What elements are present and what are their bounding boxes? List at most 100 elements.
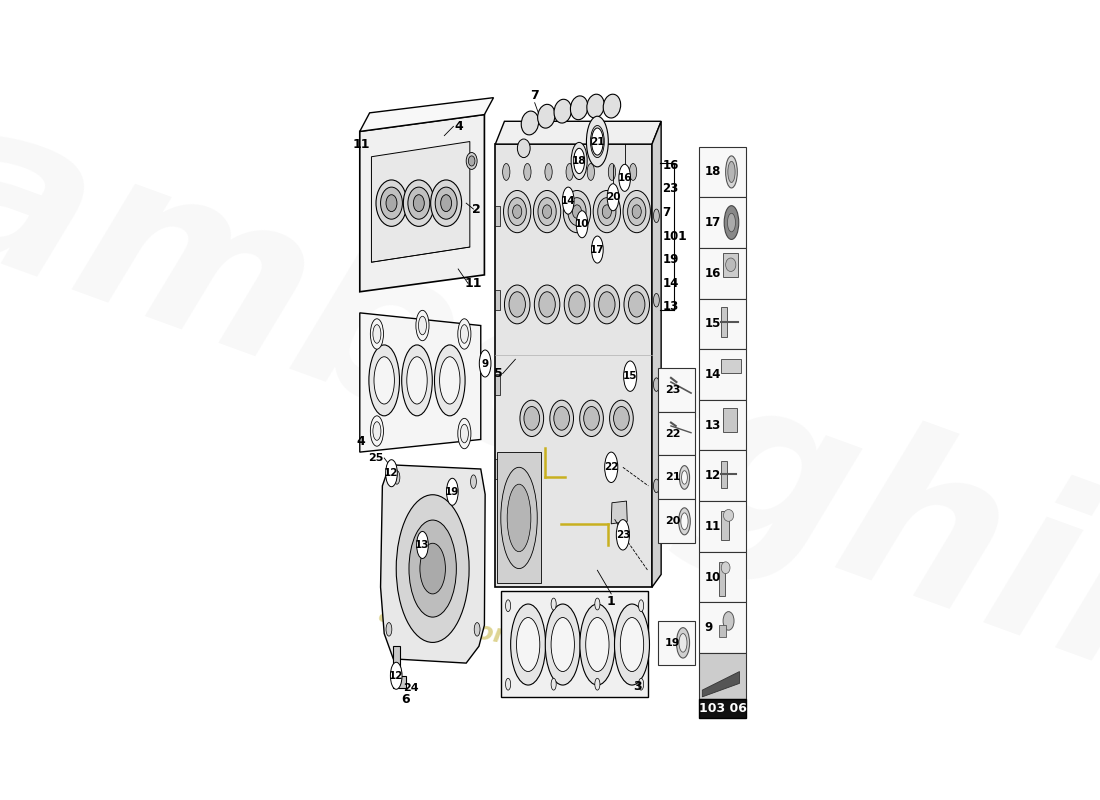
Bar — [658, 368, 695, 412]
Circle shape — [619, 164, 630, 191]
Text: 21: 21 — [664, 473, 680, 482]
Ellipse shape — [594, 285, 619, 324]
Ellipse shape — [508, 198, 526, 226]
Polygon shape — [495, 122, 661, 144]
Circle shape — [440, 357, 460, 404]
Circle shape — [551, 678, 557, 690]
Circle shape — [629, 163, 637, 180]
Bar — [658, 499, 695, 543]
Text: 10: 10 — [662, 230, 679, 242]
Text: 1: 1 — [678, 230, 686, 243]
Circle shape — [461, 424, 469, 443]
Ellipse shape — [409, 520, 456, 617]
Text: 15: 15 — [705, 318, 722, 330]
Ellipse shape — [386, 194, 397, 211]
Text: a passion fo: a passion fo — [376, 602, 549, 656]
Text: 18: 18 — [705, 166, 722, 178]
Circle shape — [592, 128, 603, 155]
Bar — [720, 359, 740, 373]
Polygon shape — [652, 122, 661, 587]
Bar — [700, 602, 746, 653]
Circle shape — [471, 475, 476, 489]
Circle shape — [416, 310, 429, 341]
Circle shape — [434, 345, 465, 416]
Bar — [700, 298, 746, 349]
Circle shape — [368, 345, 399, 416]
Bar — [700, 248, 746, 298]
Text: 17: 17 — [705, 216, 722, 229]
Ellipse shape — [535, 285, 560, 324]
Polygon shape — [381, 465, 485, 663]
Text: 14: 14 — [561, 196, 575, 206]
Circle shape — [390, 662, 403, 690]
Circle shape — [461, 325, 469, 343]
Text: 6: 6 — [402, 693, 410, 706]
Text: 16: 16 — [617, 173, 632, 183]
Ellipse shape — [504, 190, 531, 233]
Text: 14: 14 — [705, 368, 722, 381]
Circle shape — [480, 350, 491, 377]
Circle shape — [418, 316, 427, 335]
Ellipse shape — [505, 285, 530, 324]
Circle shape — [576, 210, 587, 238]
Circle shape — [544, 163, 552, 180]
Circle shape — [474, 622, 480, 636]
Ellipse shape — [726, 258, 736, 271]
Text: 7: 7 — [530, 90, 539, 102]
Polygon shape — [702, 671, 739, 697]
Circle shape — [653, 479, 659, 493]
Text: 23: 23 — [664, 385, 680, 394]
Ellipse shape — [624, 285, 649, 324]
Text: 9: 9 — [705, 621, 713, 634]
Circle shape — [407, 357, 427, 404]
Bar — [700, 653, 746, 699]
Bar — [495, 459, 499, 479]
Circle shape — [503, 163, 510, 180]
Circle shape — [586, 116, 608, 167]
Bar — [700, 501, 746, 552]
Text: 9: 9 — [482, 358, 488, 369]
Circle shape — [605, 452, 618, 482]
Circle shape — [608, 163, 616, 180]
Text: 14: 14 — [662, 277, 679, 290]
Text: 21: 21 — [590, 137, 605, 146]
Circle shape — [653, 209, 659, 222]
Text: 11: 11 — [464, 277, 482, 290]
Circle shape — [551, 598, 557, 610]
Text: 19: 19 — [662, 253, 679, 266]
Polygon shape — [360, 313, 481, 452]
Text: 18: 18 — [572, 156, 586, 166]
Circle shape — [724, 206, 739, 239]
Circle shape — [727, 214, 736, 232]
Ellipse shape — [420, 543, 446, 594]
Circle shape — [571, 142, 587, 179]
Ellipse shape — [553, 406, 570, 430]
Text: 12: 12 — [384, 468, 398, 478]
Ellipse shape — [538, 198, 557, 226]
Ellipse shape — [724, 510, 734, 522]
Ellipse shape — [376, 180, 407, 226]
Bar — [719, 562, 725, 595]
Bar — [719, 625, 726, 637]
Text: 17: 17 — [590, 245, 605, 254]
Circle shape — [653, 378, 659, 391]
Text: 7: 7 — [662, 206, 670, 219]
Ellipse shape — [534, 190, 561, 233]
Circle shape — [506, 600, 510, 612]
Text: 23: 23 — [662, 182, 679, 195]
Text: 20: 20 — [606, 192, 620, 202]
Circle shape — [580, 604, 615, 685]
Circle shape — [638, 678, 644, 690]
Circle shape — [447, 478, 459, 506]
Circle shape — [517, 618, 540, 671]
Ellipse shape — [404, 180, 434, 226]
Ellipse shape — [563, 190, 591, 233]
Text: 23: 23 — [616, 530, 630, 540]
Ellipse shape — [517, 139, 530, 158]
Ellipse shape — [614, 406, 629, 430]
Ellipse shape — [524, 406, 540, 430]
Ellipse shape — [554, 99, 572, 123]
Circle shape — [546, 604, 580, 685]
Ellipse shape — [520, 400, 543, 437]
Circle shape — [524, 163, 531, 180]
